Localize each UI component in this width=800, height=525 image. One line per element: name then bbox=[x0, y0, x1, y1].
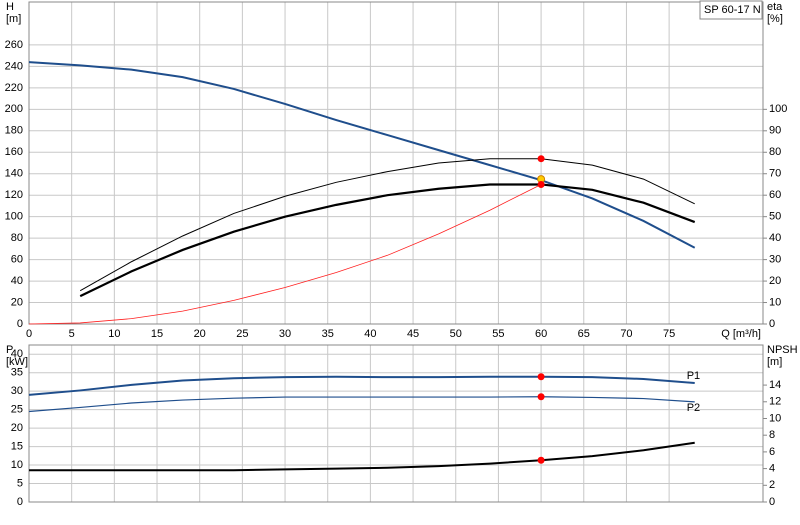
x-tick-label: 30 bbox=[279, 328, 291, 340]
y-tick-label: 0 bbox=[17, 496, 23, 508]
y-tick-label: 180 bbox=[5, 125, 23, 137]
duty-point bbox=[537, 456, 545, 464]
y-tick-label: 40 bbox=[11, 348, 23, 360]
y-tick-label: 160 bbox=[5, 146, 23, 158]
y-tick-label: 260 bbox=[5, 39, 23, 51]
series-line bbox=[28, 375, 695, 396]
series-line bbox=[28, 184, 542, 325]
y2-tick-label: 30 bbox=[769, 254, 781, 266]
x-tick-label: 55 bbox=[492, 328, 504, 340]
x-tick-label: 25 bbox=[236, 328, 248, 340]
y2-tick-label: 0 bbox=[769, 318, 775, 330]
y-tick-label: 40 bbox=[11, 275, 23, 287]
y2-tick-label: 70 bbox=[769, 168, 781, 180]
duty-point bbox=[537, 393, 545, 401]
x-tick-label: 70 bbox=[620, 328, 632, 340]
series-line bbox=[28, 396, 695, 413]
y2-tick-label: 12 bbox=[769, 396, 781, 408]
y-axis-label: P bbox=[6, 344, 13, 356]
x-tick-label: 60 bbox=[535, 328, 547, 340]
y-tick-label: 25 bbox=[11, 404, 23, 416]
y-tick-label: 20 bbox=[11, 296, 23, 308]
x-tick-label: 10 bbox=[108, 328, 120, 340]
y2-tick-label: 10 bbox=[769, 412, 781, 424]
series-line bbox=[29, 441, 695, 472]
y2-tick-label: 4 bbox=[769, 463, 775, 475]
y-tick-label: 220 bbox=[5, 82, 23, 94]
y-tick-label: 35 bbox=[11, 367, 23, 379]
y2-tick-label: 20 bbox=[769, 275, 781, 287]
y-tick-label: 30 bbox=[11, 385, 23, 397]
y2-tick-label: 40 bbox=[769, 232, 781, 244]
y2-axis-unit: [m] bbox=[767, 356, 782, 368]
y2-tick-label: 2 bbox=[769, 479, 775, 491]
series-line bbox=[28, 61, 696, 249]
duty-point bbox=[537, 155, 545, 163]
x-axis-label: Q [m³/h] bbox=[721, 328, 761, 340]
y2-tick-label: 6 bbox=[769, 446, 775, 458]
x-tick-label: 15 bbox=[151, 328, 163, 340]
y-tick-label: 100 bbox=[5, 211, 23, 223]
y2-axis-unit: [%] bbox=[767, 13, 783, 25]
x-tick-label: 50 bbox=[450, 328, 462, 340]
y2-tick-label: 50 bbox=[769, 211, 781, 223]
y-tick-label: 80 bbox=[11, 232, 23, 244]
y2-axis-label: NPSH bbox=[767, 344, 798, 356]
y-tick-label: 10 bbox=[11, 459, 23, 471]
y2-tick-label: 60 bbox=[769, 189, 781, 201]
y2-axis-label: eta bbox=[767, 1, 783, 13]
series-label: P1 bbox=[687, 370, 700, 382]
y-tick-label: 60 bbox=[11, 254, 23, 266]
chart-title: SP 60-17 N bbox=[704, 4, 761, 16]
y2-tick-label: 0 bbox=[769, 496, 775, 508]
y-tick-label: 120 bbox=[5, 189, 23, 201]
duty-point bbox=[537, 373, 545, 381]
y-tick-label: 0 bbox=[17, 318, 23, 330]
y-axis-unit: [kW] bbox=[6, 356, 28, 368]
y-tick-label: 5 bbox=[17, 477, 23, 489]
series-line bbox=[79, 158, 695, 292]
y2-tick-label: 80 bbox=[769, 146, 781, 158]
y-tick-label: 200 bbox=[5, 103, 23, 115]
title-box bbox=[699, 0, 763, 20]
series-line bbox=[79, 183, 696, 298]
x-tick-label: 0 bbox=[26, 328, 32, 340]
y2-tick-label: 90 bbox=[769, 125, 781, 137]
y2-tick-label: 10 bbox=[769, 296, 781, 308]
duty-point bbox=[537, 180, 545, 188]
y-axis-unit: [m] bbox=[6, 13, 21, 25]
plot-frame bbox=[28, 344, 764, 503]
y2-tick-label: 100 bbox=[769, 103, 787, 115]
x-tick-label: 75 bbox=[663, 328, 675, 340]
y2-tick-label: 14 bbox=[769, 379, 781, 391]
x-tick-label: 5 bbox=[69, 328, 75, 340]
y-tick-label: 140 bbox=[5, 168, 23, 180]
y-axis-label: H bbox=[6, 1, 14, 13]
series-label: P2 bbox=[687, 402, 700, 414]
y-tick-label: 20 bbox=[11, 422, 23, 434]
x-tick-label: 40 bbox=[364, 328, 376, 340]
x-tick-label: 35 bbox=[322, 328, 334, 340]
x-tick-label: 20 bbox=[194, 328, 206, 340]
x-tick-label: 45 bbox=[407, 328, 419, 340]
x-tick-label: 65 bbox=[578, 328, 590, 340]
y-tick-label: 15 bbox=[11, 440, 23, 452]
plot-frame bbox=[28, 1, 764, 325]
y2-tick-label: 8 bbox=[769, 429, 775, 441]
y-tick-label: 240 bbox=[5, 60, 23, 72]
